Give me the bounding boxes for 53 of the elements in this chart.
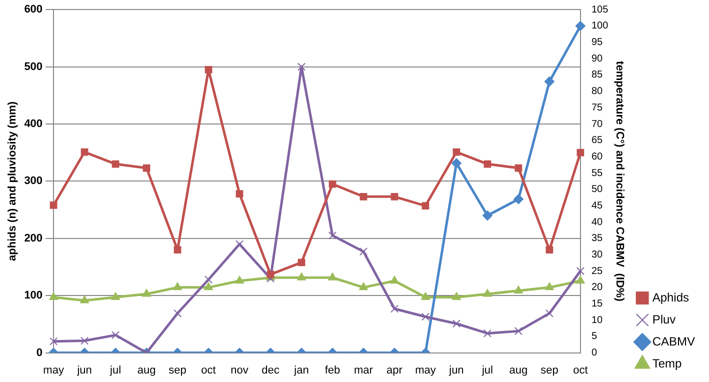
- y2-tick-label: 5: [591, 331, 598, 342]
- y-tick-label: 0: [36, 346, 43, 359]
- y-tick-label: 600: [24, 4, 43, 16]
- y-tick-label: 500: [24, 60, 43, 73]
- x-tick-label: jun: [76, 364, 92, 376]
- y2-tick-label: 70: [591, 118, 604, 130]
- y-tick-label: 200: [24, 232, 43, 244]
- y2-axis-title: temperature (C°) and incidence CABMV (ID%): [614, 61, 626, 302]
- x-tick-label: mar: [354, 364, 374, 376]
- x-tick-label: jul: [109, 364, 122, 376]
- x-tick-label: nov: [230, 364, 249, 376]
- y2-tick-label: 30: [591, 249, 604, 260]
- y2-tick-label: 60: [591, 151, 604, 162]
- x-tick-label: sep: [168, 364, 186, 376]
- y-axis-title: aphids (n) and pluviosity (mm): [6, 101, 19, 261]
- y2-tick-label: 75: [591, 102, 604, 114]
- x-tick-label: jan: [293, 364, 309, 376]
- y2-tick-label: 15: [591, 298, 604, 310]
- y2-tick-label: 0: [591, 348, 598, 359]
- y2-tick-label: 25: [591, 266, 604, 277]
- y2-tick-label: 100: [591, 20, 609, 32]
- y2-tick-label: 10: [591, 314, 604, 326]
- y2-tick-label: 65: [591, 135, 604, 146]
- y2-tick-label: 80: [591, 86, 604, 98]
- y-tick-label: 400: [24, 118, 43, 130]
- x-tick-label: oct: [573, 364, 588, 376]
- x-tick-label: sep: [540, 364, 558, 376]
- legend-label: Pluv: [652, 312, 676, 326]
- legend-label: CABMV: [652, 334, 696, 348]
- x-tick-label: feb: [324, 364, 340, 376]
- y2-tick-label: 45: [591, 200, 604, 212]
- x-tick-label: aug: [509, 364, 528, 376]
- x-tick-label: jun: [448, 364, 464, 376]
- y2-tick-label: 90: [591, 53, 604, 64]
- y2-tick-label: 105: [591, 4, 609, 16]
- x-tick-label: dec: [262, 364, 280, 376]
- y-tick-label: 100: [24, 290, 43, 302]
- x-tick-label: jul: [480, 364, 493, 376]
- y2-tick-label: 85: [591, 70, 604, 81]
- x-tick-label: may: [415, 364, 436, 376]
- x-tick-label: oct: [201, 364, 216, 376]
- x-tick-label: may: [43, 364, 64, 376]
- x-tick-label: aug: [137, 364, 156, 376]
- x-tick-label: apr: [386, 364, 403, 376]
- y2-tick-label: 55: [591, 168, 604, 179]
- legend-label: Temp: [652, 356, 682, 370]
- y2-tick-label: 35: [591, 233, 604, 244]
- y2-tick-label: 95: [591, 37, 604, 48]
- legend-label: Aphids: [652, 290, 690, 304]
- y2-tick-label: 20: [591, 282, 604, 294]
- y2-tick-label: 40: [591, 216, 604, 228]
- y2-tick-label: 50: [591, 184, 604, 196]
- y-tick-label: 300: [24, 175, 43, 188]
